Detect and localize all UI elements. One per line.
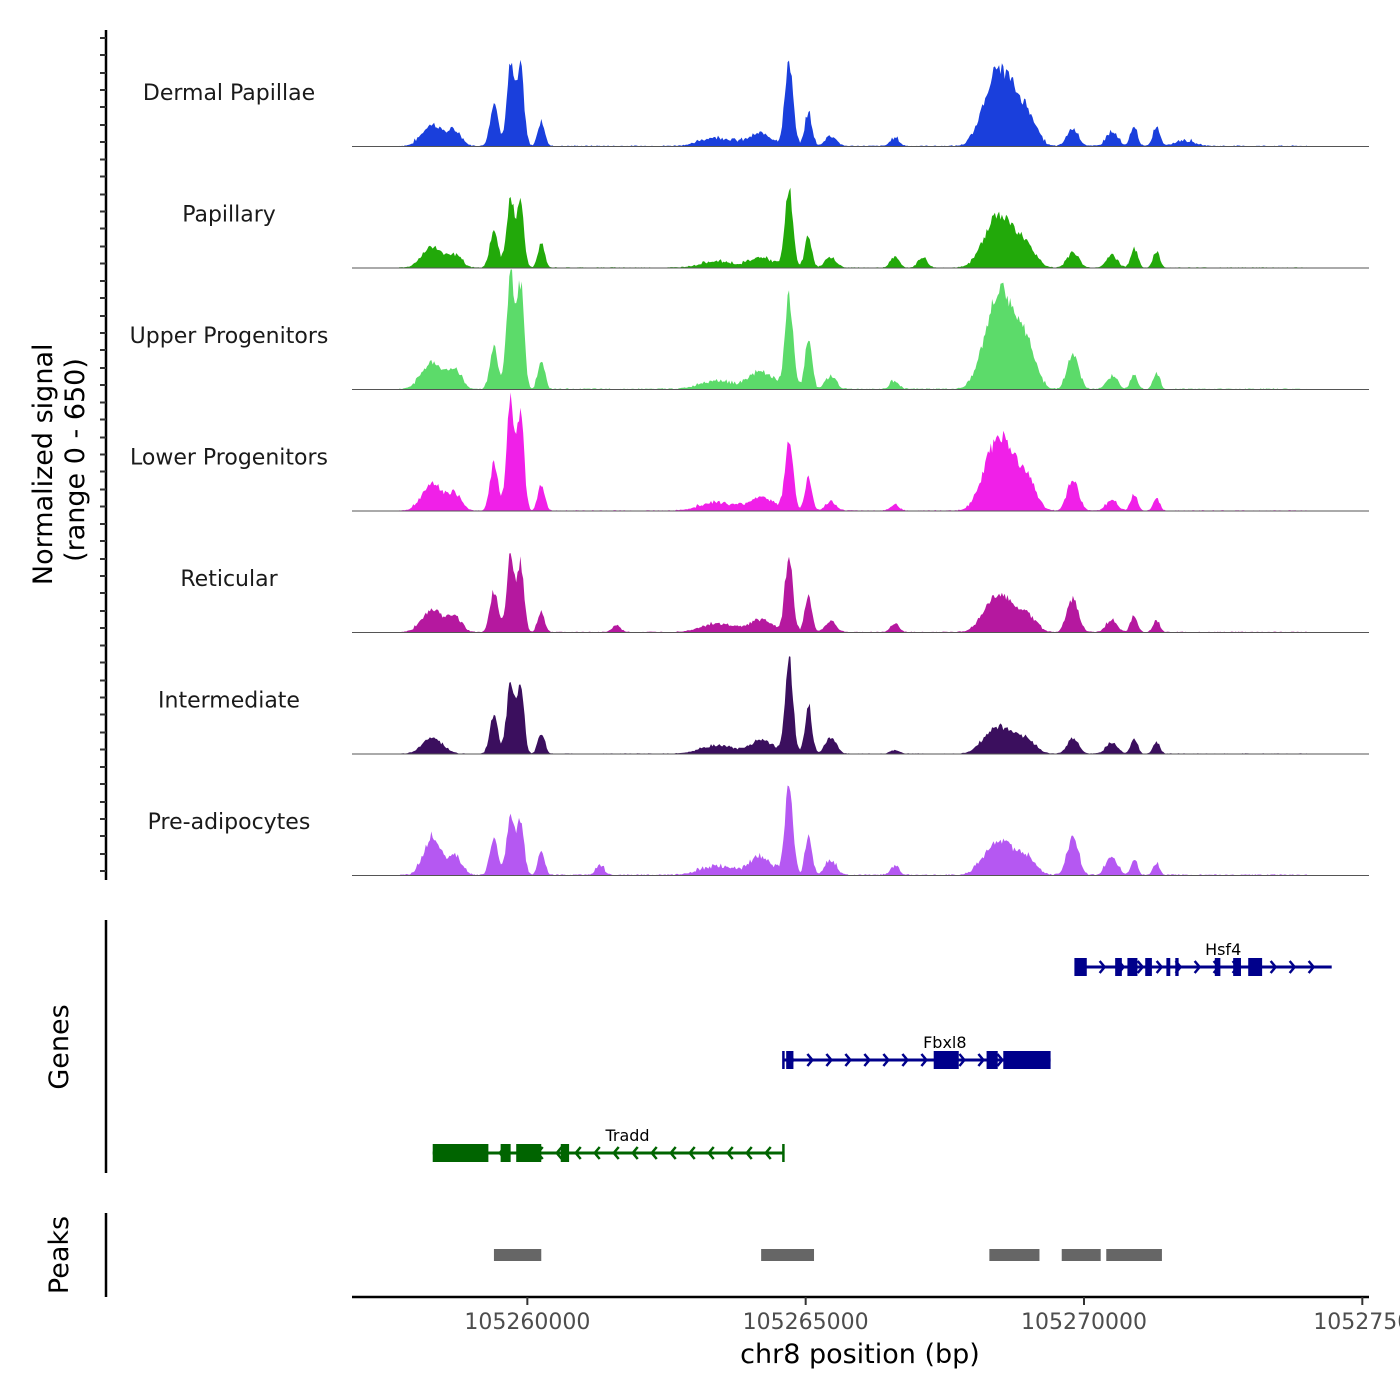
strand-arrow [650, 1146, 658, 1160]
strand-arrow [612, 1146, 620, 1160]
strand-arrow [806, 1053, 815, 1067]
gene-label: Fbxl8 [923, 1033, 966, 1052]
exon [933, 1051, 959, 1069]
strand-arrow [863, 1053, 872, 1067]
exon [1248, 958, 1263, 976]
signal-area [399, 785, 1307, 876]
gene-fbxl8: Fbxl8 [782, 1033, 1051, 1069]
signal-area [399, 187, 1307, 268]
strand-arrow [1155, 960, 1164, 974]
track-pre-adipocytes [352, 785, 1369, 876]
peaks-panel-label: Peaks [44, 1216, 75, 1294]
peak-region [989, 1249, 1040, 1261]
gene-tradd: Tradd [432, 1126, 785, 1162]
exon [1003, 1051, 1051, 1069]
strand-arrow [555, 1146, 563, 1160]
peak-region [761, 1249, 815, 1261]
signal-y-ticks [100, 37, 106, 872]
strand-arrow [593, 1146, 601, 1160]
signal-area [399, 656, 1307, 754]
track-intermediate [352, 656, 1369, 755]
track-label: Upper Progenitors [130, 324, 329, 349]
peak-region [1106, 1249, 1162, 1261]
track-label: Reticular [180, 567, 278, 592]
exon [1233, 958, 1241, 976]
exon [1115, 958, 1122, 976]
signal-area [399, 392, 1307, 511]
strand-arrow [920, 1053, 929, 1067]
strand-arrow [574, 1146, 582, 1160]
strand-arrow [901, 1053, 910, 1067]
strand-arrow [707, 1146, 715, 1160]
strand-arrow [996, 1053, 1005, 1067]
gene-hsf4: Hsf4 [1074, 940, 1332, 976]
exon [986, 1051, 998, 1069]
strand-arrow [764, 1146, 772, 1160]
peak-region [1061, 1249, 1101, 1261]
y-title-line-2: (range 0 - 650) [60, 358, 91, 562]
exon [516, 1144, 542, 1162]
peak-region [493, 1249, 542, 1261]
exon [500, 1144, 511, 1162]
gene-label: Tradd [604, 1126, 649, 1145]
signal-y-axis-title: Normalized signal (range 0 - 650) [28, 335, 91, 585]
x-axis-ticks: 105260000 105265000 105270000 1052750 [464, 1297, 1400, 1335]
track-dermal-papillae [352, 59, 1369, 147]
strand-arrow [825, 1053, 834, 1067]
x-axis-title: chr8 position (bp) [740, 1339, 980, 1370]
y-title-line-1: Normalized signal [28, 344, 59, 586]
x-tick-label: 105270000 [1021, 1310, 1147, 1335]
strand-arrow [1193, 960, 1202, 974]
strand-arrow [688, 1146, 696, 1160]
exon [1175, 958, 1179, 976]
strand-arrow [1136, 960, 1145, 974]
track-label: Pre-adipocytes [148, 810, 311, 835]
strand-arrow [1269, 960, 1278, 974]
track-labels: Dermal Papillae Papillary Upper Progenitor… [130, 81, 329, 835]
signal-area [399, 553, 1307, 633]
signal-tracks [352, 59, 1369, 876]
exon [560, 1144, 570, 1162]
signal-area [399, 59, 1307, 147]
strand-arrow [726, 1146, 734, 1160]
track-label: Dermal Papillae [143, 81, 315, 106]
strand-arrow [631, 1146, 639, 1160]
strand-arrow [745, 1146, 753, 1160]
exon [1214, 958, 1221, 976]
gene-annotations: Hsf4 Fbxl8 Tradd [432, 940, 1332, 1162]
track-label: Lower Progenitors [130, 446, 328, 471]
strand-arrow [1098, 960, 1107, 974]
peak-regions [493, 1249, 1162, 1261]
x-tick-label: 1052750 [1313, 1310, 1400, 1335]
exon [1145, 958, 1152, 976]
strand-arrow [844, 1053, 853, 1067]
strand-arrow [958, 1053, 967, 1067]
x-tick-label: 105265000 [743, 1310, 869, 1335]
exon [1127, 958, 1138, 976]
track-upper-progenitors [352, 269, 1369, 390]
exon [432, 1144, 489, 1162]
track-reticular [352, 553, 1369, 633]
track-label: Intermediate [158, 689, 300, 714]
x-tick-label: 105260000 [464, 1310, 590, 1335]
track-papillary [352, 187, 1369, 269]
track-lower-progenitors [352, 392, 1369, 512]
strand-arrow [882, 1053, 891, 1067]
strand-arrow [977, 1053, 986, 1067]
gene-label: Hsf4 [1205, 940, 1241, 959]
exon [1075, 958, 1087, 976]
track-label: Papillary [182, 203, 276, 228]
strand-arrow [669, 1146, 677, 1160]
strand-arrow [1307, 960, 1316, 974]
signal-area [399, 269, 1307, 390]
genes-panel-label: Genes [44, 1004, 75, 1089]
exon [1166, 958, 1171, 976]
exon [786, 1051, 794, 1069]
strand-arrow [1288, 960, 1297, 974]
